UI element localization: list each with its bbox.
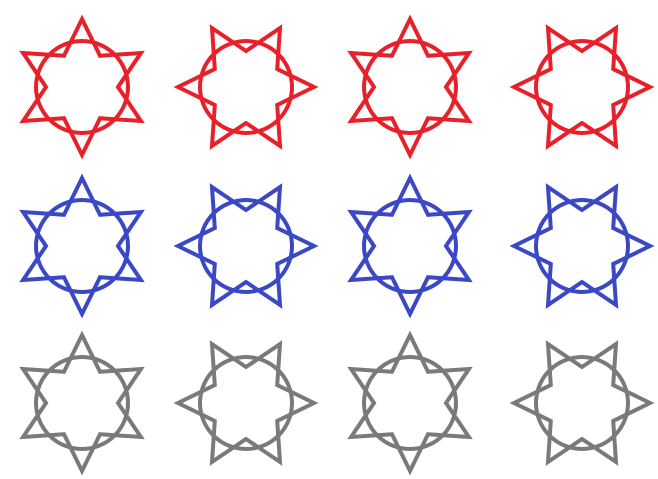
motif-star-icon	[173, 24, 319, 150]
star-circle-motif-r2-c1	[19, 173, 145, 319]
motif-star-icon	[509, 183, 655, 309]
motif-circle	[534, 355, 630, 451]
star-circle-motif-r2-c4	[509, 183, 655, 309]
motif-star-icon	[347, 173, 473, 319]
motif-circle	[534, 39, 630, 135]
motif-circle	[362, 198, 458, 294]
star-circle-motif-r1-c3	[347, 14, 473, 160]
motif-star-icon	[347, 14, 473, 160]
star-circle-motif-r1-c4	[509, 24, 655, 150]
star-circle-motif-r3-c4	[509, 340, 655, 466]
star-circle-motif-r2-c2	[173, 183, 319, 309]
star-circle-motif-r3-c1	[19, 330, 145, 476]
star-circle-motif-r3-c3	[347, 330, 473, 476]
motif-star-icon	[509, 340, 655, 466]
motif-circle	[34, 198, 130, 294]
motif-circle	[198, 39, 294, 135]
star-circle-motif-r3-c2	[173, 340, 319, 466]
motif-circle	[34, 39, 130, 135]
motif-circle	[362, 355, 458, 451]
motif-star-icon	[347, 330, 473, 476]
star-circle-motif-r2-c3	[347, 173, 473, 319]
motif-circle	[362, 39, 458, 135]
motif-circle	[198, 355, 294, 451]
motif-star-icon	[173, 340, 319, 466]
motif-star-icon	[173, 183, 319, 309]
motif-circle	[198, 198, 294, 294]
motif-star-icon	[19, 173, 145, 319]
star-circle-motif-r1-c1	[19, 14, 145, 160]
star-circle-motif-r1-c2	[173, 24, 319, 150]
motif-star-icon	[509, 24, 655, 150]
motif-star-icon	[19, 14, 145, 160]
motif-circle	[534, 198, 630, 294]
motif-circle	[34, 355, 130, 451]
motif-star-icon	[19, 330, 145, 476]
